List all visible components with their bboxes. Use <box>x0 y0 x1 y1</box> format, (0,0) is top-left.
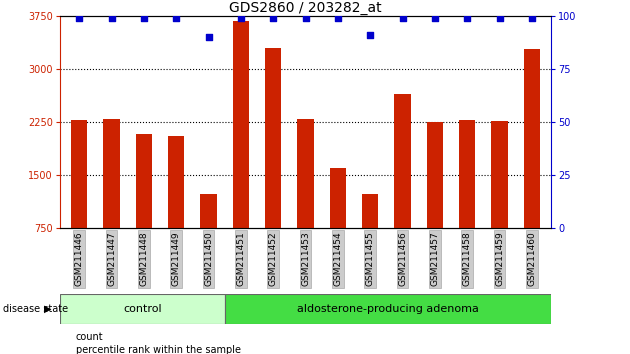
Text: GSM211449: GSM211449 <box>172 232 181 286</box>
Text: control: control <box>123 304 162 314</box>
Point <box>74 15 84 21</box>
Text: GSM211458: GSM211458 <box>462 232 472 286</box>
Text: GSM211453: GSM211453 <box>301 232 310 286</box>
Bar <box>265 48 282 281</box>
Text: GSM211452: GSM211452 <box>269 232 278 286</box>
Bar <box>168 136 185 281</box>
Text: GSM211460: GSM211460 <box>527 232 536 286</box>
Bar <box>297 119 314 281</box>
Text: disease state: disease state <box>3 304 68 314</box>
Bar <box>233 21 249 281</box>
Title: GDS2860 / 203282_at: GDS2860 / 203282_at <box>229 1 382 15</box>
Bar <box>459 120 475 281</box>
Text: GSM211454: GSM211454 <box>333 232 342 286</box>
Bar <box>71 120 88 281</box>
Bar <box>225 294 551 324</box>
Point <box>106 15 117 21</box>
Bar <box>491 121 508 281</box>
Point <box>171 15 181 21</box>
Bar <box>200 194 217 281</box>
Bar <box>362 194 378 281</box>
Text: GSM211457: GSM211457 <box>430 232 439 286</box>
Text: GSM211448: GSM211448 <box>139 232 149 286</box>
Text: GSM211446: GSM211446 <box>75 232 84 286</box>
Point <box>365 32 375 38</box>
Point <box>301 15 311 21</box>
Bar <box>524 49 540 281</box>
Point <box>333 15 343 21</box>
Text: GSM211451: GSM211451 <box>236 232 246 286</box>
Text: ▶: ▶ <box>44 304 52 314</box>
Point <box>495 15 505 21</box>
Text: percentile rank within the sample: percentile rank within the sample <box>76 345 241 354</box>
Point <box>139 15 149 21</box>
Point <box>527 15 537 21</box>
Point <box>236 15 246 21</box>
Text: count: count <box>76 332 103 342</box>
Text: GSM211455: GSM211455 <box>365 232 375 286</box>
Bar <box>136 134 152 281</box>
Bar <box>60 294 225 324</box>
Point <box>203 34 214 40</box>
Text: GSM211447: GSM211447 <box>107 232 116 286</box>
Point <box>430 15 440 21</box>
Text: GSM211459: GSM211459 <box>495 232 504 286</box>
Bar <box>394 94 411 281</box>
Point <box>398 15 408 21</box>
Text: aldosterone-producing adenoma: aldosterone-producing adenoma <box>297 304 479 314</box>
Bar <box>427 122 443 281</box>
Point <box>268 15 278 21</box>
Bar <box>329 168 346 281</box>
Text: GSM211450: GSM211450 <box>204 232 213 286</box>
Text: GSM211456: GSM211456 <box>398 232 407 286</box>
Point <box>462 15 472 21</box>
Bar <box>103 119 120 281</box>
